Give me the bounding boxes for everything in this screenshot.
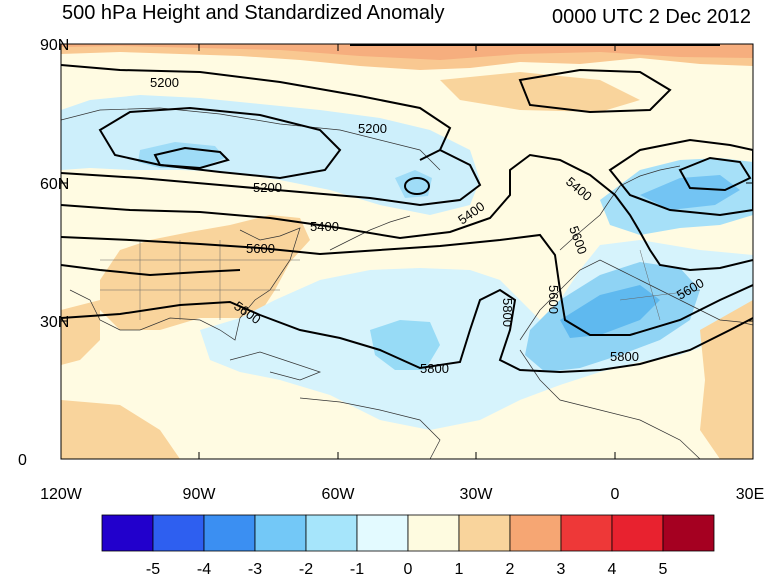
lon-label: 0 xyxy=(611,486,620,503)
colorbar-swatch xyxy=(152,514,205,552)
colorbar-swatch xyxy=(356,514,409,552)
contour-label: 5800 xyxy=(610,349,639,364)
colorbar-label: 0 xyxy=(404,561,413,577)
height-contours xyxy=(61,44,753,374)
lon-label: 90W xyxy=(183,486,217,503)
colorbar-label: 3 xyxy=(557,561,566,577)
contour-east-inner xyxy=(678,156,752,192)
lon-label: 30E xyxy=(736,486,764,503)
anomaly-positive-arctic-strong xyxy=(61,44,753,60)
coastlines xyxy=(61,107,753,459)
colorbar-swatch xyxy=(203,514,256,552)
colorbar-label: -5 xyxy=(146,561,160,577)
map-title: 500 hPa Height and Standardized Anomaly xyxy=(62,2,445,24)
contour-label: 5200 xyxy=(358,121,387,136)
contour-label: 5200 xyxy=(150,75,179,90)
lat-label: 0 xyxy=(18,452,27,469)
lon-ticks xyxy=(60,44,754,459)
contour-5200-closed xyxy=(98,106,342,180)
lat-label: 30N xyxy=(40,314,69,331)
anomaly-negative-canada-core2 xyxy=(395,170,432,198)
anomaly-negative-atlantic-core xyxy=(370,320,440,370)
colorbar-swatch xyxy=(254,514,307,552)
lon-label: 30W xyxy=(460,486,494,503)
anomaly-negative-canada xyxy=(61,95,480,215)
colorbar-swatch xyxy=(101,514,154,552)
colorbar-swatch xyxy=(305,514,358,552)
contour-label: 5800 xyxy=(500,298,515,327)
contour-small-low xyxy=(403,177,431,195)
colorbar-label: 1 xyxy=(455,561,464,577)
colorbar-swatch xyxy=(662,514,715,552)
colorbar-swatch xyxy=(458,514,511,552)
contour-label: 5800 xyxy=(420,361,449,376)
lon-label: 120W xyxy=(40,486,83,503)
contour-polar xyxy=(518,68,672,114)
lon-labels: 120W 90W 60W 30W 0 30E xyxy=(40,486,764,503)
colorbar-label: -4 xyxy=(197,561,211,577)
colorbar-label: 5 xyxy=(659,561,668,577)
contour-label: 5400 xyxy=(310,219,339,234)
colorbar-label: 4 xyxy=(608,561,617,577)
contour-5200-north xyxy=(61,64,452,161)
contour-5400-west xyxy=(61,153,753,272)
colorbar-swatch xyxy=(611,514,664,552)
colorbar-label: -3 xyxy=(248,561,262,577)
lat-label: 90N xyxy=(40,37,69,54)
lon-label: 60W xyxy=(322,486,356,503)
colorbar-label: 2 xyxy=(506,561,515,577)
anomaly-positive-southamerica xyxy=(61,400,180,459)
anomaly-positive-africa xyxy=(700,300,753,459)
colorbar-swatch xyxy=(560,514,613,552)
contour-5200-mid xyxy=(61,149,482,207)
lat-labels: 90N 60N 30N 0 xyxy=(18,37,69,469)
lat-label: 60N xyxy=(40,176,69,193)
contour-label: 5600 xyxy=(246,241,275,256)
colorbar-label: -2 xyxy=(299,561,313,577)
anomaly-positive-eastpac xyxy=(440,72,640,112)
contour-east-closed xyxy=(608,138,753,217)
country-borders xyxy=(100,240,701,321)
map-valid-time: 0000 UTC 2 Dec 2012 xyxy=(552,6,751,28)
map-area: 5200 5200 5200 5400 5400 5400 5600 5600 … xyxy=(61,44,753,459)
colorbar: -5 -4 -3 -2 -1 0 1 2 3 4 5 xyxy=(101,514,715,577)
colorbar-label: -1 xyxy=(350,561,364,577)
colorbar-swatch xyxy=(509,514,562,552)
contour-5600 xyxy=(61,233,753,336)
contour-5200-low xyxy=(153,146,230,170)
contour-label: 5600 xyxy=(546,285,561,314)
contour-5800 xyxy=(61,288,753,374)
anomaly-negative-europe-core xyxy=(640,175,740,210)
contour-5600-lower xyxy=(61,264,241,277)
map-frame xyxy=(60,43,754,460)
anomaly-negative-canada-core xyxy=(138,142,225,168)
lat-ticks xyxy=(61,43,753,460)
colorbar-swatch xyxy=(407,514,460,552)
contour-label: 5200 xyxy=(253,180,282,195)
